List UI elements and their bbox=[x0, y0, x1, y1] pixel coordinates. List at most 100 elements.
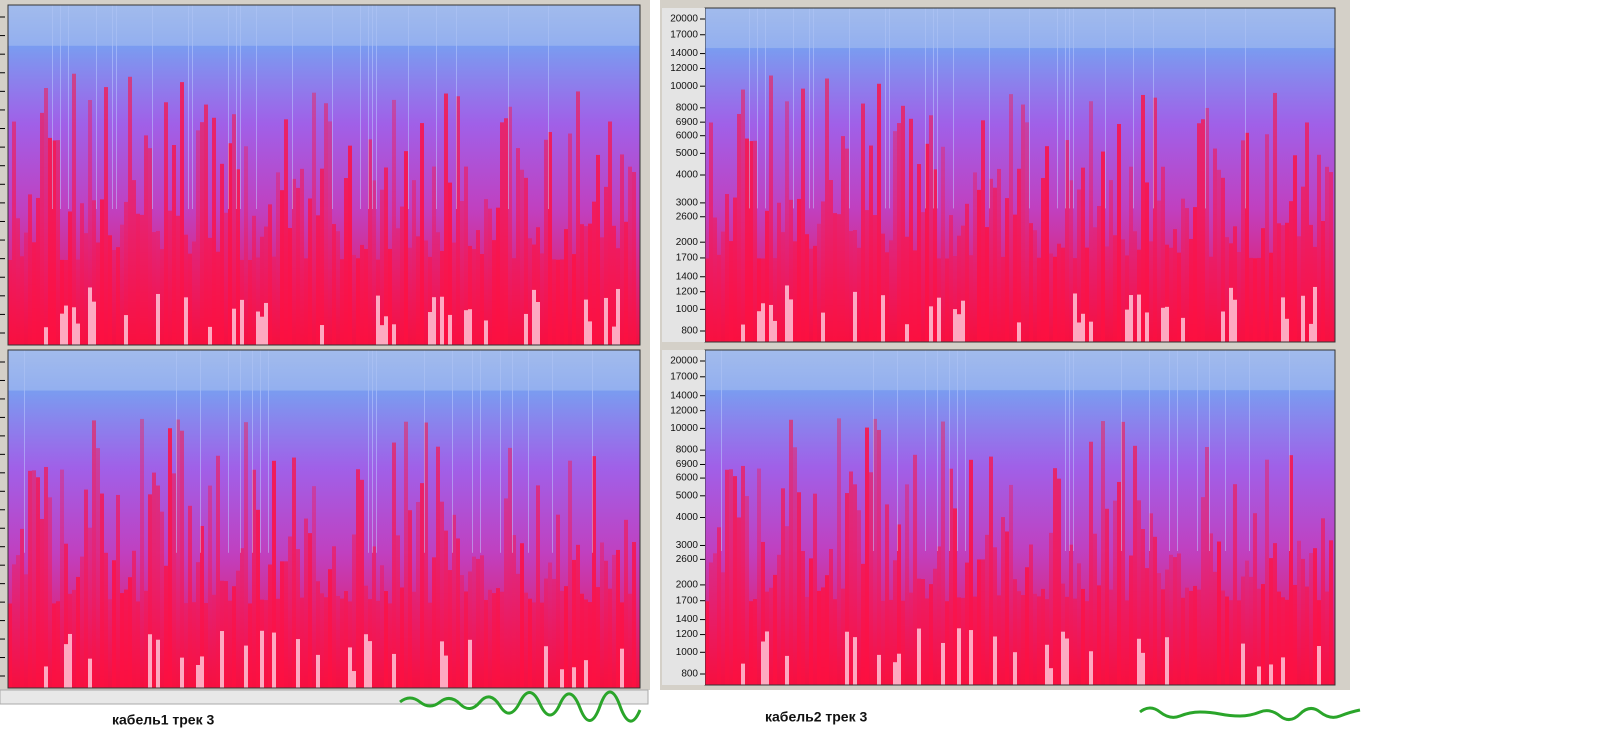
noise-line bbox=[937, 8, 938, 209]
energy-column bbox=[1277, 591, 1281, 685]
energy-column bbox=[909, 118, 913, 342]
energy-column bbox=[1177, 553, 1181, 685]
energy-column bbox=[1077, 189, 1081, 342]
energy-column bbox=[845, 493, 849, 685]
energy-column bbox=[392, 99, 396, 345]
energy-column bbox=[909, 592, 913, 685]
energy-column bbox=[1233, 226, 1237, 342]
energy-column bbox=[1133, 231, 1137, 342]
energy-column bbox=[1269, 252, 1273, 342]
noise-line bbox=[1065, 350, 1066, 551]
energy-column bbox=[176, 215, 180, 345]
energy-column bbox=[733, 197, 737, 342]
energy-column bbox=[833, 599, 837, 685]
energy-column bbox=[168, 210, 172, 345]
caption: кабель2 трек 3 bbox=[765, 709, 867, 725]
energy-column bbox=[993, 547, 997, 685]
energy-column bbox=[825, 575, 829, 685]
energy-column bbox=[801, 550, 805, 685]
energy-column bbox=[352, 254, 356, 345]
noise-line bbox=[256, 5, 257, 209]
energy-column bbox=[512, 258, 516, 345]
energy-column bbox=[1025, 122, 1029, 343]
energy-column bbox=[428, 602, 432, 688]
energy-column bbox=[504, 118, 508, 346]
energy-column bbox=[989, 456, 993, 685]
energy-column bbox=[76, 259, 80, 345]
energy-column bbox=[228, 600, 232, 688]
energy-column bbox=[172, 473, 176, 688]
energy-column bbox=[412, 591, 416, 688]
energy-column bbox=[1045, 599, 1049, 685]
energy-column bbox=[725, 194, 729, 342]
noise-line bbox=[889, 8, 890, 209]
energy-column bbox=[260, 236, 264, 345]
hot-spot bbox=[88, 287, 92, 345]
energy-column bbox=[709, 562, 713, 685]
energy-column bbox=[1193, 585, 1197, 685]
energy-column bbox=[1169, 554, 1173, 685]
energy-column bbox=[28, 470, 32, 688]
noise-line bbox=[436, 5, 437, 209]
energy-column bbox=[284, 561, 288, 688]
freq-label: 1000 bbox=[676, 304, 699, 315]
energy-column bbox=[737, 113, 741, 342]
energy-column bbox=[925, 598, 929, 685]
energy-column bbox=[404, 151, 408, 345]
hot-spot bbox=[741, 663, 745, 685]
energy-column bbox=[336, 596, 340, 688]
energy-column bbox=[456, 96, 460, 345]
hot-spot bbox=[1301, 295, 1305, 342]
noise-line bbox=[548, 5, 549, 209]
energy-column bbox=[264, 600, 268, 688]
energy-column bbox=[889, 240, 893, 342]
hot-spot bbox=[845, 631, 849, 685]
energy-column bbox=[424, 240, 428, 345]
hot-spot bbox=[1181, 317, 1185, 342]
energy-column bbox=[1225, 237, 1229, 342]
freq-axis bbox=[662, 8, 705, 342]
energy-column bbox=[1277, 223, 1281, 342]
green-wave bbox=[1139, 706, 1361, 721]
energy-column bbox=[508, 106, 512, 346]
energy-column bbox=[416, 501, 420, 688]
energy-column bbox=[240, 548, 244, 688]
energy-column bbox=[72, 589, 76, 688]
energy-column bbox=[1149, 513, 1153, 685]
hot-spot bbox=[1233, 299, 1237, 342]
energy-column bbox=[773, 258, 777, 342]
energy-column bbox=[901, 600, 905, 685]
energy-column bbox=[604, 560, 608, 688]
energy-column bbox=[464, 591, 468, 688]
scrollbar[interactable] bbox=[0, 689, 649, 705]
energy-column bbox=[881, 233, 885, 342]
energy-column bbox=[496, 588, 500, 688]
top-band bbox=[705, 350, 1335, 391]
energy-column bbox=[1237, 600, 1241, 685]
energy-column bbox=[584, 599, 588, 688]
energy-column bbox=[100, 493, 104, 688]
hot-spot bbox=[428, 312, 432, 345]
hot-spot bbox=[380, 325, 384, 345]
noise-line bbox=[1245, 8, 1246, 209]
energy-column bbox=[632, 542, 636, 688]
hot-spot bbox=[1017, 322, 1021, 342]
energy-column bbox=[1261, 584, 1265, 685]
noise-line bbox=[228, 350, 229, 553]
energy-column bbox=[985, 534, 989, 685]
hot-spot bbox=[156, 293, 160, 345]
energy-column bbox=[156, 230, 160, 345]
noise-line bbox=[552, 350, 553, 553]
energy-column bbox=[761, 541, 765, 685]
energy-column bbox=[769, 75, 773, 343]
energy-column bbox=[1141, 94, 1145, 342]
noise-line bbox=[528, 350, 529, 553]
freq-label: 17000 bbox=[670, 29, 698, 40]
energy-column bbox=[937, 546, 941, 685]
noise-line bbox=[1121, 350, 1122, 551]
hot-spot bbox=[853, 291, 857, 342]
hot-spot bbox=[64, 305, 68, 345]
energy-column bbox=[1193, 207, 1197, 342]
noise-line bbox=[933, 8, 934, 209]
energy-column bbox=[1049, 532, 1053, 685]
